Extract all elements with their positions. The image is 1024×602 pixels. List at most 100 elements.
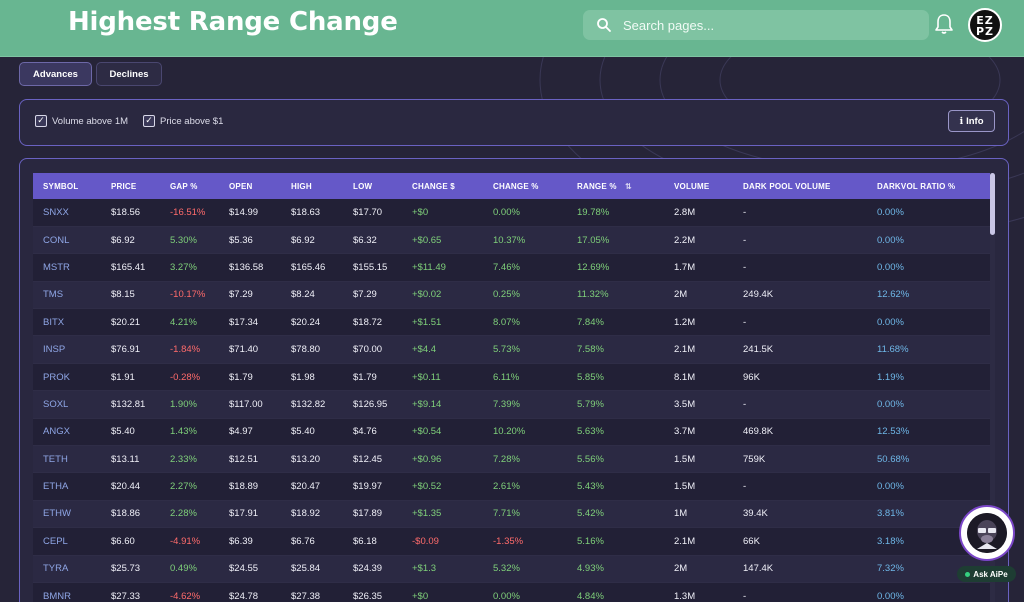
tab-advances[interactable]: Advances xyxy=(19,62,92,86)
table-cell: 11.32% xyxy=(567,281,664,310)
column-header[interactable]: SYMBOL xyxy=(33,173,101,199)
table-cell: 0.00% xyxy=(867,390,990,419)
table-row[interactable]: ETHA $20.44 2.27% $18.89 $20.47 $19.97 +$0.52 2… xyxy=(33,472,990,501)
table-scrollbar[interactable] xyxy=(990,173,995,602)
volume-checkbox[interactable]: ✓ xyxy=(35,115,47,127)
symbol-cell[interactable]: CEPL xyxy=(33,527,101,556)
sort-icon[interactable]: ⇅ xyxy=(622,181,632,191)
table-cell: 5.16% xyxy=(567,527,664,556)
table-cell: $12.45 xyxy=(343,445,402,474)
search-input[interactable] xyxy=(623,10,919,40)
table-cell: $17.91 xyxy=(219,500,281,529)
symbol-cell[interactable]: SOXL xyxy=(33,390,101,419)
symbol-cell[interactable]: ETHA xyxy=(33,472,101,501)
column-header[interactable]: GAP % xyxy=(160,173,219,199)
table-cell: 249.4K xyxy=(733,281,867,310)
symbol-cell[interactable]: SNXX xyxy=(33,199,101,227)
table-cell: $18.89 xyxy=(219,472,281,501)
table-row[interactable]: SOXL $132.81 1.90% $117.00 $132.82 $126.95 +$9… xyxy=(33,390,990,419)
symbol-cell[interactable]: BITX xyxy=(33,308,101,337)
price-checkbox[interactable]: ✓ xyxy=(143,115,155,127)
table-cell: 3.5M xyxy=(664,390,733,419)
table-row[interactable]: ETHW $18.86 2.28% $17.91 $18.92 $17.89 +$1.35 7… xyxy=(33,500,990,529)
table-row[interactable]: CONL $6.92 5.30% $5.36 $6.92 $6.32 +$0.65 10.37… xyxy=(33,226,990,255)
column-header[interactable]: PRICE xyxy=(101,173,160,199)
symbol-cell[interactable]: ETHW xyxy=(33,500,101,529)
table-cell: 5.30% xyxy=(160,226,219,255)
table-row[interactable]: CEPL $6.60 -4.91% $6.39 $6.76 $6.18 -$0.09 -1.3… xyxy=(33,527,990,556)
table-cell: $78.80 xyxy=(281,335,343,364)
table-cell: $24.78 xyxy=(219,582,281,602)
info-button[interactable]: ℹ Info xyxy=(948,110,995,132)
column-header[interactable]: LOW xyxy=(343,173,402,199)
table-row[interactable]: BITX $20.21 4.21% $17.34 $20.24 $18.72 +$1.51 8… xyxy=(33,308,990,337)
table-cell: $18.63 xyxy=(281,199,343,227)
table-row[interactable]: SNXX $18.56 -16.51% $14.99 $18.63 $17.70 +$0 0.… xyxy=(33,199,990,227)
volume-filter[interactable]: ✓ Volume above 1M xyxy=(35,115,128,127)
column-header[interactable]: OPEN xyxy=(219,173,281,199)
table-cell: 0.25% xyxy=(483,281,567,310)
notification-bell-icon[interactable] xyxy=(934,13,954,35)
table-cell: +$1.3 xyxy=(402,555,483,583)
results-table-panel: SYMBOL PRICE GAP % OPEN HIGH LOW CHANGE $ CHANG… xyxy=(19,158,1009,602)
column-header[interactable]: DARKVOL RATIO % xyxy=(867,173,990,199)
table-row[interactable]: TETH $13.11 2.33% $12.51 $13.20 $12.45 +$0.96 7… xyxy=(33,445,990,474)
price-filter[interactable]: ✓ Price above $1 xyxy=(143,115,223,127)
tab-declines[interactable]: Declines xyxy=(96,62,162,86)
symbol-cell[interactable]: MSTR xyxy=(33,253,101,282)
column-header[interactable]: VOLUME xyxy=(664,173,733,199)
table-row[interactable]: BMNR $27.33 -4.62% $24.78 $27.38 $26.35 +$0 0.0… xyxy=(33,582,990,602)
table-cell: 12.53% xyxy=(867,418,990,447)
symbol-cell[interactable]: INSP xyxy=(33,335,101,364)
table-cell: $5.36 xyxy=(219,226,281,255)
table-row[interactable]: ANGX $5.40 1.43% $4.97 $5.40 $4.76 +$0.54 10.20… xyxy=(33,418,990,447)
table-cell: +$0.52 xyxy=(402,472,483,501)
scrollbar-thumb[interactable] xyxy=(990,173,995,235)
column-header-label: HIGH xyxy=(291,181,312,191)
column-header[interactable]: CHANGE % xyxy=(483,173,567,199)
search-box[interactable] xyxy=(583,10,929,40)
table-cell: 3.27% xyxy=(160,253,219,282)
symbol-cell[interactable]: TETH xyxy=(33,445,101,474)
table-cell: $27.38 xyxy=(281,582,343,602)
table-cell: - xyxy=(733,582,867,602)
column-header[interactable]: CHANGE $ xyxy=(402,173,483,199)
table-row[interactable]: TYRA $25.73 0.49% $24.55 $25.84 $24.39 +$1.3 5.… xyxy=(33,555,990,583)
table-row[interactable]: MSTR $165.41 3.27% $136.58 $165.46 $155.15 +$1… xyxy=(33,253,990,282)
table-cell: $6.60 xyxy=(101,527,160,556)
table-cell: 2M xyxy=(664,555,733,583)
user-avatar[interactable]: EZ PZ xyxy=(968,8,1002,42)
column-header[interactable]: HIGH xyxy=(281,173,343,199)
table-cell: 10.37% xyxy=(483,226,567,255)
table-cell: -$0.09 xyxy=(402,527,483,556)
symbol-cell[interactable]: CONL xyxy=(33,226,101,255)
table-cell: $13.20 xyxy=(281,445,343,474)
symbol-cell[interactable]: TMS xyxy=(33,281,101,310)
symbol-cell[interactable]: BMNR xyxy=(33,582,101,602)
column-header[interactable]: DARK POOL VOLUME xyxy=(733,173,867,199)
symbol-cell[interactable]: ANGX xyxy=(33,418,101,447)
table-row[interactable]: PROK $1.91 -0.28% $1.79 $1.98 $1.79 +$0.11 6.11… xyxy=(33,363,990,392)
column-header[interactable]: RANGE % ⇅ xyxy=(567,173,664,199)
table-cell: 759K xyxy=(733,445,867,474)
table-row[interactable]: INSP $76.91 -1.84% $71.40 $78.80 $70.00 +$4.4 5… xyxy=(33,335,990,364)
table-cell: 2M xyxy=(664,281,733,310)
table-row[interactable]: TMS $8.15 -10.17% $7.29 $8.24 $7.29 +$0.02 0.25… xyxy=(33,281,990,310)
table-cell: $71.40 xyxy=(219,335,281,364)
table-cell: 50.68% xyxy=(867,445,990,474)
symbol-cell[interactable]: TYRA xyxy=(33,555,101,583)
assistant-avatar-button[interactable] xyxy=(959,505,1015,561)
table-cell: $1.79 xyxy=(219,363,281,392)
column-header-label: PRICE xyxy=(111,181,137,191)
info-button-label: Info xyxy=(966,115,984,127)
table-cell: $4.76 xyxy=(343,418,402,447)
table-cell: 7.84% xyxy=(567,308,664,337)
table-cell: 1.5M xyxy=(664,445,733,474)
symbol-cell[interactable]: PROK xyxy=(33,363,101,392)
table-cell: 2.1M xyxy=(664,335,733,364)
avatar-logo-text: EZ PZ xyxy=(975,14,995,38)
table-cell: +$9.14 xyxy=(402,390,483,419)
table-cell: 5.73% xyxy=(483,335,567,364)
table-cell: 5.79% xyxy=(567,390,664,419)
ask-aipe-button[interactable]: Ask AiPe xyxy=(957,566,1016,582)
